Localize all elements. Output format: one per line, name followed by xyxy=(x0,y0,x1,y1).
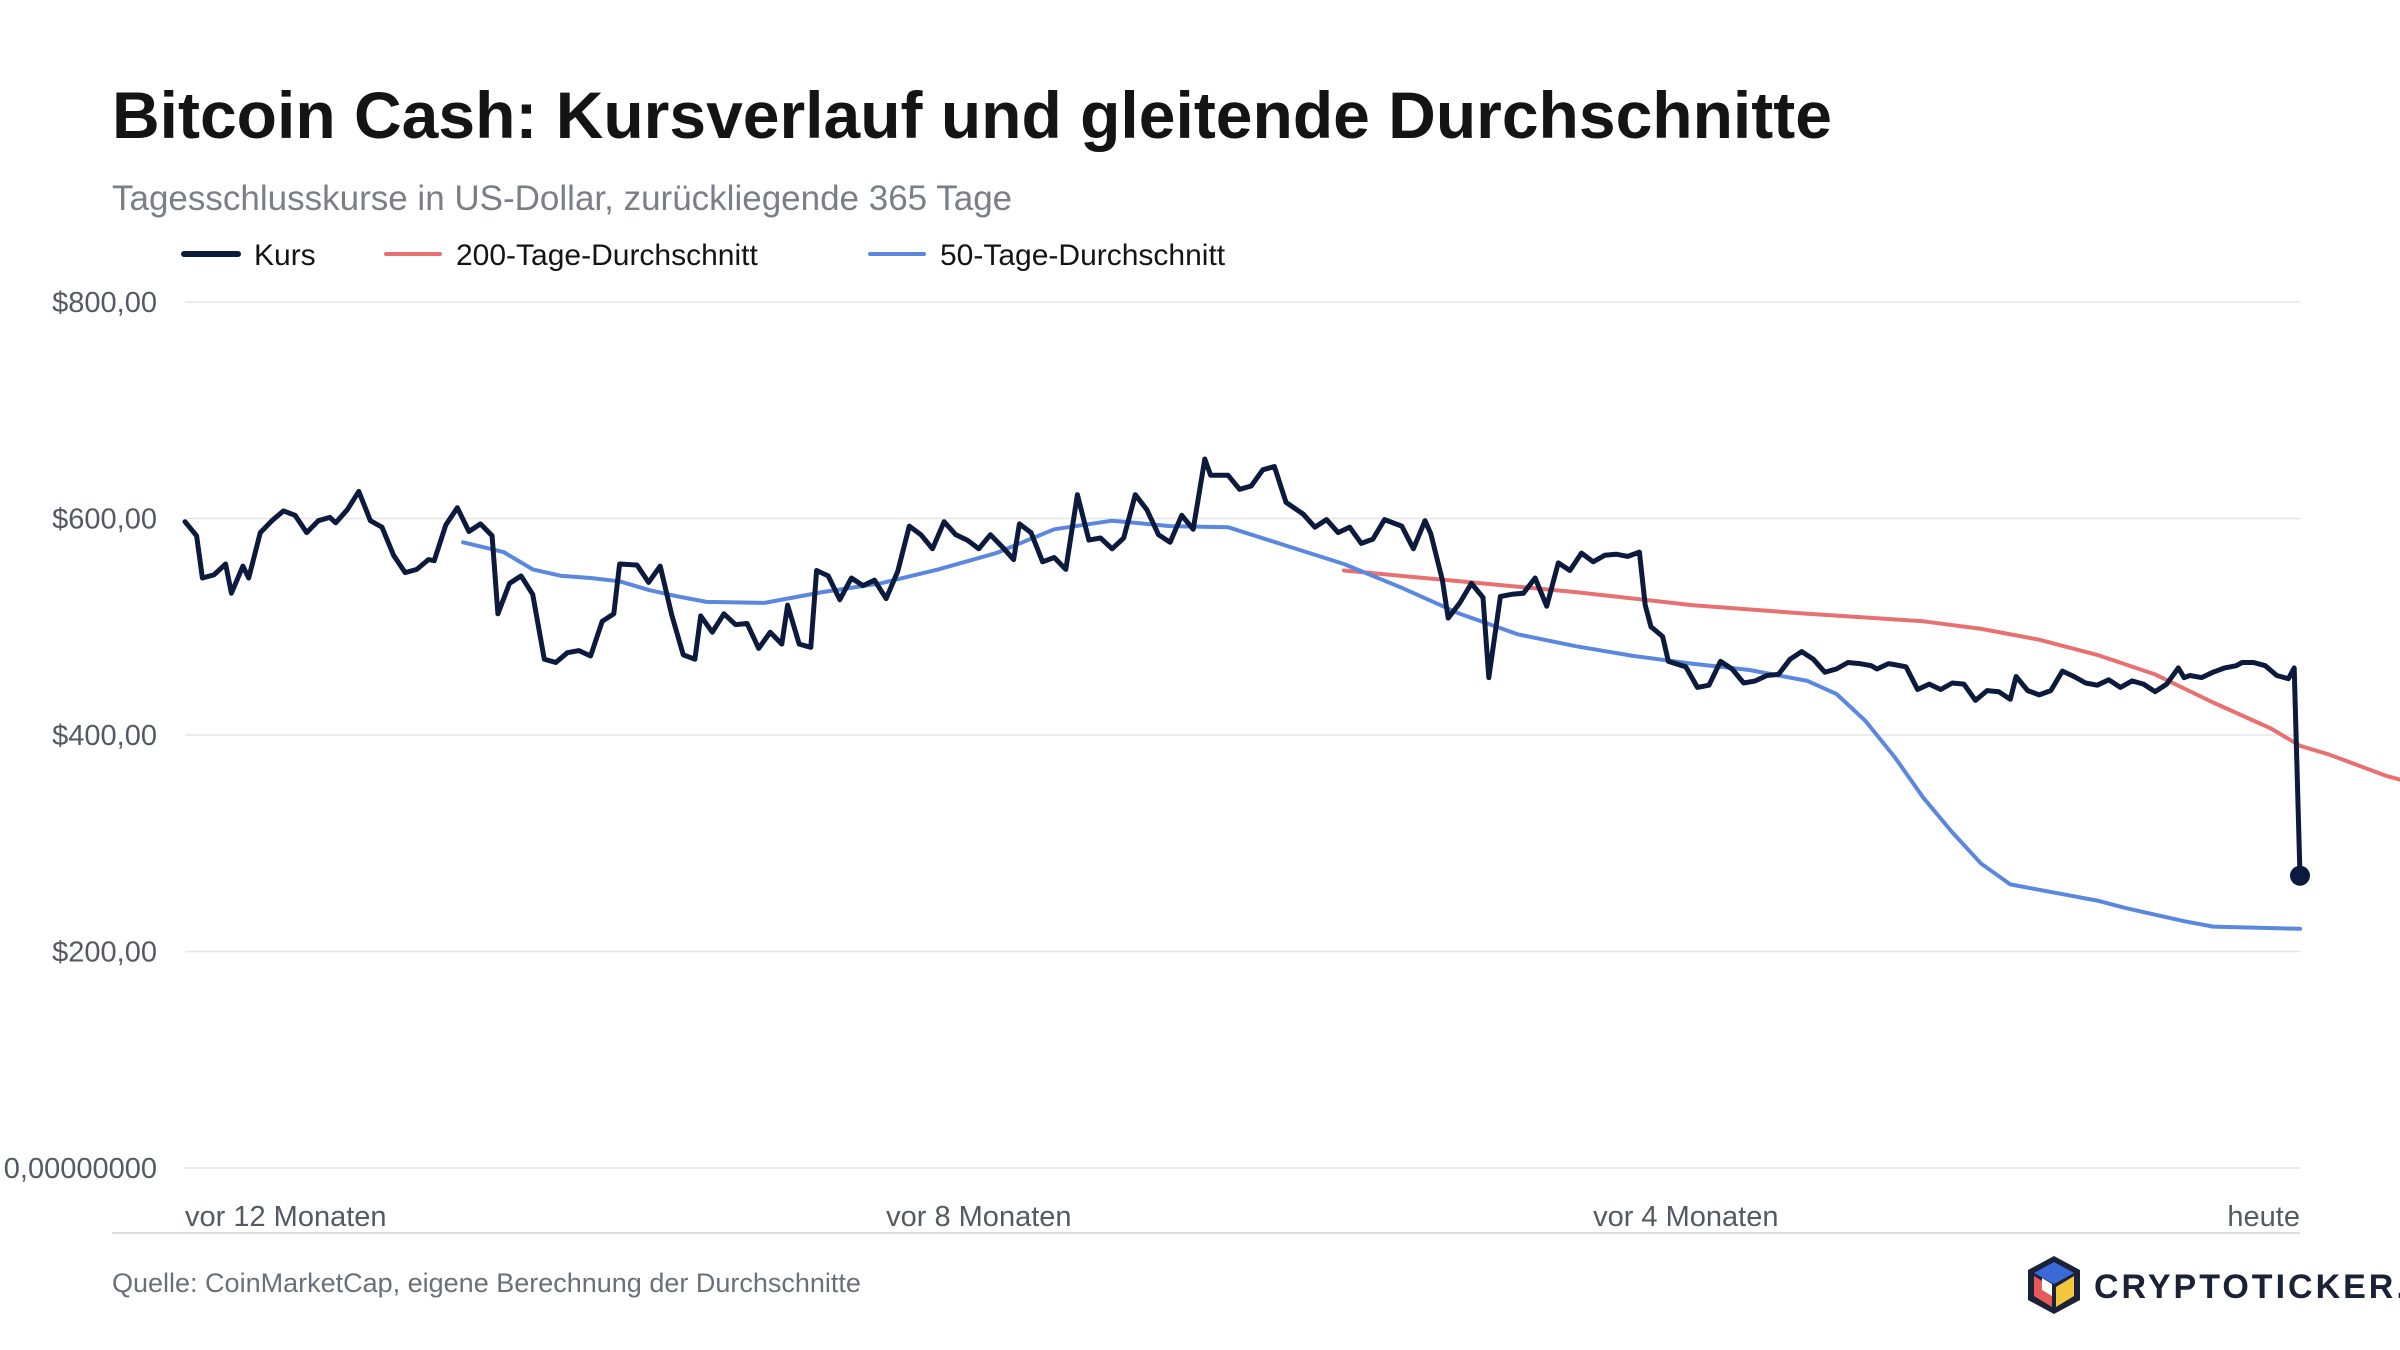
legend-label-ma50: 50-Tage-Durchschnitt xyxy=(940,239,1226,272)
brand-name: CRYPTOTICKER.IO xyxy=(2094,1268,2400,1306)
grid-layer xyxy=(112,301,2300,1234)
legend-item-ma200: 200-Tage-Durchschnitt xyxy=(384,239,758,272)
cube-logo-icon xyxy=(2028,1256,2080,1314)
legend-item-ma50: 50-Tage-Durchschnitt xyxy=(868,239,1226,272)
series-line-ma200 xyxy=(1341,568,2400,782)
y-tick-label-3: $200,00 xyxy=(52,937,157,969)
y-axis-ticks: $800,00 $600,00 $400,00 $200,00 0,00000000 xyxy=(4,287,157,1185)
legend-label-ma200: 200-Tage-Durchschnitt xyxy=(456,239,758,272)
x-tick-label-2: vor 4 Monaten xyxy=(1593,1201,1778,1233)
series-line-ma50 xyxy=(461,518,2302,931)
x-axis-ticks: vor 12 Monaten vor 8 Monaten vor 4 Monaten… xyxy=(185,1201,2300,1233)
series-layer xyxy=(182,456,2400,931)
y-tick-label-1: $600,00 xyxy=(52,504,157,536)
price-end-marker xyxy=(2290,865,2310,886)
chart-title: Bitcoin Cash: Kursverlauf und gleitende … xyxy=(112,78,1832,152)
chart-subtitle: Tagesschlusskurse in US-Dollar, zurückli… xyxy=(112,179,1012,218)
source-note: Quelle: CoinMarketCap, eigene Berechnung… xyxy=(112,1268,861,1298)
y-tick-label-4: 0,00000000 xyxy=(4,1153,157,1185)
legend-item-price: Kurs xyxy=(181,239,316,272)
x-tick-label-3: heute xyxy=(2227,1201,2300,1233)
series-line-price xyxy=(182,456,2303,879)
y-tick-label-0: $800,00 xyxy=(52,287,157,319)
x-tick-label-1: vor 8 Monaten xyxy=(886,1201,1071,1233)
legend-label-price: Kurs xyxy=(254,239,316,272)
brand-logo: CRYPTOTICKER.IO xyxy=(2028,1256,2400,1314)
y-tick-label-2: $400,00 xyxy=(52,720,157,752)
legend: Kurs 200-Tage-Durchschnitt 50-Tage-Durch… xyxy=(181,239,1226,272)
x-tick-label-0: vor 12 Monaten xyxy=(185,1201,387,1233)
